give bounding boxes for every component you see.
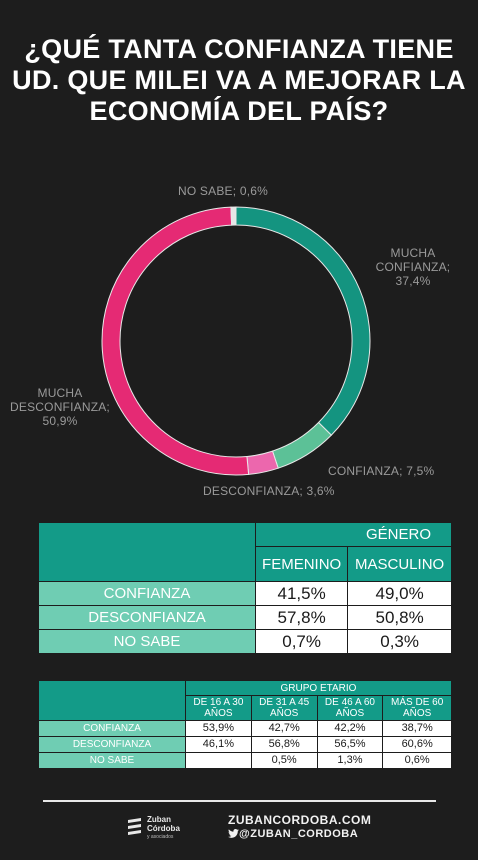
edad-header: GRUPO ETARIO [185, 680, 452, 696]
edad-row-label-desconfianza: DESCONFIANZA [38, 736, 186, 753]
row-label-no-sabe: NO SABE [38, 629, 256, 654]
label-mucha-confianza: MUCHA CONFIANZA; 37,4% [375, 246, 451, 288]
edad-cell: 56,8% [250, 736, 318, 753]
genero-corner [38, 522, 256, 582]
label-mucha-desconfianza: MUCHA DESCONFIANZA; 50,9% [10, 386, 110, 428]
twitter-bird-icon [228, 829, 239, 838]
donut-slice-no-sabe [230, 206, 237, 226]
cell-fem-confianza: 41,5% [254, 581, 349, 606]
edad-row-label-confianza: CONFIANZA [38, 720, 186, 737]
donut-slice-confianza [271, 421, 333, 469]
cell-mas-desconfianza: 50,8% [347, 605, 452, 630]
edad-cell: 46,1% [185, 736, 252, 753]
col-femenino: FEMENINO [254, 546, 349, 582]
edad-cell: 42,7% [250, 720, 318, 737]
edad-cell: 56,5% [316, 736, 384, 753]
col-31-45: DE 31 A 45 AÑOS [250, 695, 318, 721]
edad-cell: 0,5% [250, 752, 318, 769]
cell-fem-desconfianza: 57,8% [254, 605, 349, 630]
row-label-confianza: CONFIANZA [38, 581, 256, 606]
donut-slice-desconfianza [246, 450, 279, 475]
edad-row-label-no-sabe: NO SABE [38, 752, 186, 769]
label-desconfianza: DESCONFIANZA; 3,6% [203, 484, 335, 498]
title-line-3: ECONOMÍA DEL PAÍS? [89, 96, 389, 126]
logo-mark-icon [128, 818, 141, 835]
title-line-2: UD. QUE MILEI VA A MEJORAR LA [12, 65, 466, 95]
handle-text: @ZUBAN_CORDOBA [239, 828, 359, 840]
edad-cell: 53,9% [185, 720, 252, 737]
genero-header: GÉNERO [255, 522, 452, 547]
edad-cell: 1,3% [316, 752, 384, 769]
edad-cell [185, 752, 252, 769]
cell-mas-confianza: 49,0% [347, 581, 452, 606]
edad-cell: 38,7% [382, 720, 452, 737]
edad-cell: 0,6% [382, 752, 452, 769]
genero-table: GÉNERO FEMENINO MASCULINO CONFIANZA 41,5… [38, 522, 452, 654]
donut-slice-mucha-confianza [235, 206, 371, 436]
chart-title: ¿QUÉ TANTA CONFIANZA TIENE UD. QUE MILEI… [0, 34, 478, 127]
col-mas-60: MÁS DE 60 AÑOS [382, 695, 452, 721]
logo-line-2: Córdoba [147, 824, 180, 833]
col-46-60: DE 46 A 60 AÑOS [316, 695, 384, 721]
twitter-handle[interactable]: @ZUBAN_CORDOBA [228, 828, 358, 841]
footer-divider [43, 800, 436, 802]
donut-slice-mucha-desconfianza [101, 206, 250, 476]
cell-fem-no-sabe: 0,7% [254, 629, 349, 654]
label-confianza: CONFIANZA; 7,5% [328, 464, 435, 478]
website-link[interactable]: ZUBANCORDOBA.COM [228, 813, 372, 827]
row-label-desconfianza: DESCONFIANZA [38, 605, 256, 630]
col-masculino: MASCULINO [347, 546, 452, 582]
title-line-1: ¿QUÉ TANTA CONFIANZA TIENE [24, 34, 454, 64]
label-no-sabe: NO SABE; 0,6% [178, 184, 268, 198]
edad-cell: 60,6% [382, 736, 452, 753]
cell-mas-no-sabe: 0,3% [347, 629, 452, 654]
edad-corner [38, 680, 186, 721]
edad-cell: 42,2% [316, 720, 384, 737]
logo-line-1: Zuban [147, 815, 171, 824]
donut-chart [101, 206, 371, 476]
edad-table: GRUPO ETARIO DE 16 A 30 AÑOS DE 31 A 45 AÑ… [38, 680, 452, 769]
col-16-30: DE 16 A 30 AÑOS [185, 695, 252, 721]
zuban-cordoba-logo: Zuban Córdoba y asociados [127, 815, 197, 845]
logo-subtitle: y asociados [147, 834, 174, 840]
